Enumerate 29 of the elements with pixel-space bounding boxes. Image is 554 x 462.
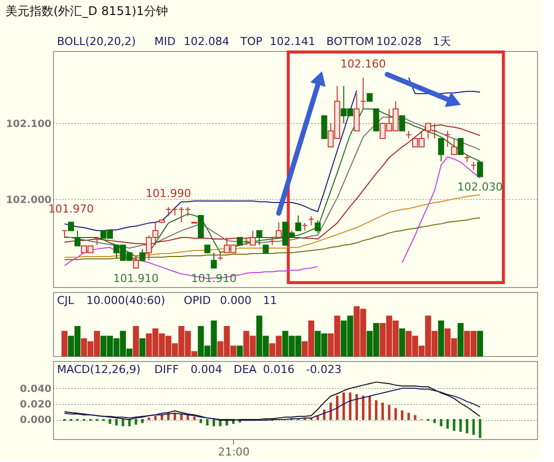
annotation: DIFF: [154, 363, 179, 376]
y-tick-label: 0.020: [20, 399, 52, 410]
annotation: 0.016: [263, 363, 294, 376]
annotation: 102.160: [340, 58, 386, 71]
text: 102.141: [270, 35, 316, 48]
text: MID: [154, 35, 176, 48]
annotation: MACD(12,26,9): [57, 363, 141, 376]
annotation: CJL: [57, 294, 75, 307]
annotation: 10.000(40:60): [86, 294, 166, 307]
annotation: 102.030: [457, 180, 503, 194]
text: TOP: [239, 35, 263, 48]
x-tick-label: 21:00: [218, 446, 250, 458]
text: BOLL(20,20,2): [57, 35, 136, 48]
annotation: 101.990: [146, 187, 192, 200]
annotation: -0.023: [306, 363, 342, 376]
annotation: 0.000: [220, 294, 252, 307]
y-tick-label: 0.040: [20, 384, 52, 395]
annotation: 101.910: [113, 272, 159, 285]
text: BOTTOM: [326, 35, 374, 48]
text: 102.084: [184, 35, 230, 48]
y-tick-label: 0.000: [20, 415, 52, 426]
chart-title: 美元指数(外汇_D 8151)1分钟: [5, 4, 168, 18]
annotation: 0.004: [190, 363, 222, 376]
text: 102.028: [376, 35, 422, 48]
y-tick-label: 102.100: [6, 118, 52, 130]
annotation: 11: [263, 294, 277, 307]
annotation: OPID: [184, 294, 211, 307]
text: 1天: [432, 35, 451, 48]
annotation: DEA: [234, 363, 258, 376]
